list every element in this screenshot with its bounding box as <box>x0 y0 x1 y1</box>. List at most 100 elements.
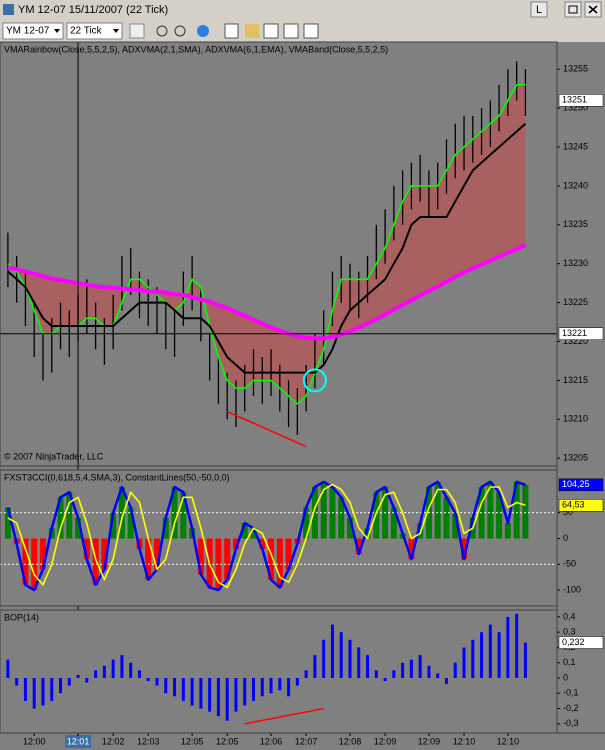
axis-value-label: 104,25 <box>562 479 590 489</box>
bop-bar <box>59 677 63 694</box>
histogram-bar <box>461 538 468 560</box>
histogram-bar <box>373 492 380 539</box>
histogram-bar <box>434 481 441 539</box>
bop-bar <box>6 659 10 678</box>
axis-value-box <box>558 94 604 107</box>
bop-bar <box>67 677 71 686</box>
plots: 13205 13210 13215 13220 13225 13230 13235 13240… <box>0 41 605 748</box>
axis-value-label: 13221 <box>562 328 587 338</box>
axis-value-label: 13251 <box>562 95 587 105</box>
bop-bar <box>252 677 256 701</box>
highlight-circle <box>302 368 327 393</box>
y-tick-label: 13230 <box>563 258 588 268</box>
axis-value-label: 64,53 <box>562 500 585 510</box>
bop-bar <box>313 655 317 678</box>
trend-line <box>244 707 324 725</box>
histogram-bar <box>66 492 73 539</box>
oscillator-line <box>7 483 526 589</box>
chart-icon[interactable] <box>283 23 299 39</box>
zoom-out[interactable] <box>174 25 186 37</box>
indicator-icon[interactable] <box>263 23 279 39</box>
bop-bar <box>155 677 159 686</box>
histogram-bar <box>338 497 345 539</box>
bop-bar <box>225 677 229 721</box>
histogram-bar <box>75 517 82 539</box>
histogram-bar <box>513 481 520 539</box>
x-tick-label: 12:10 <box>497 736 520 746</box>
link-button[interactable] <box>530 1 548 18</box>
draw-tool[interactable] <box>129 23 145 39</box>
data-box-icon[interactable] <box>303 23 319 39</box>
restore-button[interactable] <box>564 1 582 18</box>
bop-bar <box>173 677 177 697</box>
close-icon <box>588 5 598 14</box>
bop-bar <box>129 662 133 678</box>
histogram-bar <box>452 512 459 539</box>
histogram-bar <box>83 538 90 560</box>
bop-bar <box>85 677 89 683</box>
bop-bar <box>392 670 396 678</box>
bop-bar <box>471 639 475 678</box>
bop-bar <box>453 662 457 678</box>
x-tick-label: 12:09 <box>418 736 441 746</box>
bop-bar <box>480 632 484 678</box>
period-select[interactable] <box>66 22 123 40</box>
x-tick-label: 12:09 <box>374 736 397 746</box>
strategy-icon[interactable] <box>245 24 259 38</box>
y-tick-label: 13255 <box>563 64 588 74</box>
histogram-bar <box>232 538 239 549</box>
bop-bar <box>23 677 27 701</box>
panel-title: BOP(14) <box>4 612 39 622</box>
indicator-line <box>7 243 527 341</box>
axis-value-box <box>558 478 604 492</box>
bop-bar <box>515 613 519 678</box>
y-tick-label: 13250 <box>563 103 588 113</box>
histogram-bar <box>101 538 108 570</box>
bop-bar <box>41 677 45 706</box>
bop-bar <box>181 677 185 701</box>
histogram-bar <box>408 538 415 560</box>
y-tick-label: 0,3 <box>563 627 576 637</box>
period[interactable]: 22 Tick <box>70 26 103 37</box>
bop-bar <box>506 616 510 678</box>
instrument-select[interactable] <box>2 22 64 40</box>
y-tick-label: 0,4 <box>563 611 576 621</box>
histogram-bar <box>215 538 222 591</box>
histogram-bar <box>92 538 99 585</box>
bop-bar <box>94 670 98 678</box>
axis-value-box <box>558 636 604 649</box>
histogram-bar <box>276 538 283 588</box>
y-tick-label: 13215 <box>563 375 588 385</box>
histogram-bar <box>127 507 134 539</box>
link-label[interactable]: L <box>536 4 542 16</box>
zoom-in[interactable] <box>156 25 168 37</box>
histogram-bar <box>311 487 318 539</box>
histogram-bar <box>180 492 187 539</box>
bop-bar <box>234 677 238 712</box>
bop-bar <box>401 662 405 678</box>
bop-bar <box>146 677 150 682</box>
bop-bar <box>523 642 527 678</box>
instrument[interactable]: YM 12-07 <box>6 26 50 37</box>
properties-icon[interactable] <box>224 23 239 39</box>
band-fill <box>7 84 526 404</box>
y-tick-label: 0 <box>563 533 568 543</box>
bop-bar <box>304 670 308 678</box>
copyright: © 2007 NinjaTrader, LLC <box>4 451 104 461</box>
histogram-bar <box>145 538 152 580</box>
histogram-bar <box>522 484 529 539</box>
panel-title: FXST3CCI(0,618,5,4,SMA,3), ConstantLines… <box>4 472 230 482</box>
x-tick-label: 12:02 <box>102 736 125 746</box>
globe-icon[interactable] <box>197 25 209 37</box>
bop-bar <box>497 632 501 678</box>
bop-bar <box>462 647 466 678</box>
bop-bar <box>111 659 115 678</box>
bop-bar <box>269 677 273 694</box>
y-tick-label: -0,1 <box>563 688 579 698</box>
x-tick-label: 12:08 <box>339 736 362 746</box>
x-tick-label: 12:06 <box>260 736 283 746</box>
y-tick-label: 13220 <box>563 336 588 346</box>
bop-bar <box>383 677 387 682</box>
bop-bar <box>366 655 370 678</box>
